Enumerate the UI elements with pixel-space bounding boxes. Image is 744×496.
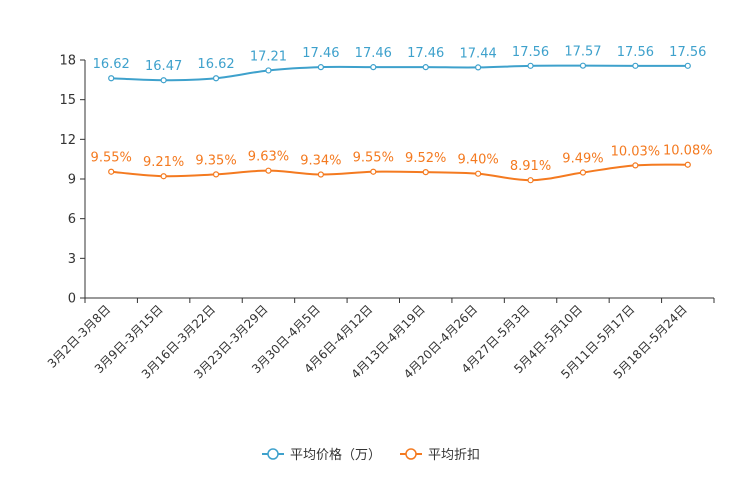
series-0-point[interactable] <box>632 62 639 69</box>
series-0-data-label: 17.56 <box>512 45 549 60</box>
series-line-1 <box>111 163 688 182</box>
series-1-data-label: 9.55% <box>353 151 394 166</box>
legend-item-1[interactable]: 平均折扣 <box>400 448 480 463</box>
series-1-data-label: 9.34% <box>300 154 341 169</box>
series-1-data-label: 9.52% <box>405 151 446 166</box>
series-1-point[interactable] <box>212 171 220 178</box>
series-1-data-label: 10.08% <box>663 144 713 159</box>
series-1-point[interactable] <box>475 170 482 177</box>
series-1-point[interactable] <box>108 168 115 175</box>
legend-marker-icon <box>405 448 417 460</box>
series-1-data-label: 10.03% <box>611 144 661 159</box>
series-0-data-label: 16.62 <box>93 57 130 72</box>
series-0-point[interactable] <box>370 64 377 71</box>
legend[interactable]: 平均价格（万） 平均折扣 <box>262 447 480 463</box>
series-0-point[interactable] <box>579 62 587 69</box>
series-1-data-label: 9.55% <box>91 151 132 166</box>
series-0-point[interactable] <box>317 64 324 71</box>
y-tick-label: 0 <box>68 292 76 307</box>
series-0-data-label: 17.46 <box>355 46 392 61</box>
legend-label: 平均折扣 <box>428 448 480 463</box>
series-0-data-label: 17.46 <box>407 46 444 61</box>
series-1-data-label: 9.35% <box>195 153 236 168</box>
series-0-data-label: 16.47 <box>145 59 182 74</box>
series-1-point[interactable] <box>422 169 429 176</box>
series-1-point[interactable] <box>632 162 639 169</box>
y-tick-label: 6 <box>68 212 76 227</box>
series-0-point[interactable] <box>422 64 429 71</box>
series-1-point[interactable] <box>370 168 377 175</box>
series-0-data-label: 17.44 <box>460 46 497 61</box>
series-1-data-label: 9.21% <box>143 155 184 170</box>
series-0-data-label: 17.56 <box>669 45 706 60</box>
series-0-data-label: 17.21 <box>250 49 287 64</box>
series-1-point[interactable] <box>527 177 534 184</box>
y-tick-label: 3 <box>68 252 76 267</box>
series-1-data-label: 8.91% <box>510 159 551 174</box>
series-0-data-label: 16.62 <box>197 57 234 72</box>
series-1-data-label: 9.40% <box>457 153 498 168</box>
series-1-point[interactable] <box>317 171 324 178</box>
series-0-point[interactable] <box>160 77 167 84</box>
series-0-point[interactable] <box>684 62 691 69</box>
series-0-point[interactable] <box>475 64 482 71</box>
legend-item-0[interactable]: 平均价格（万） <box>262 447 381 463</box>
series-1-data-label: 9.49% <box>562 152 603 167</box>
series-0-point[interactable] <box>265 67 272 74</box>
legend-marker-icon <box>267 448 279 460</box>
series-0-data-label: 17.46 <box>302 46 339 61</box>
y-tick-label: 9 <box>68 173 76 188</box>
series-0-point[interactable] <box>527 62 534 69</box>
series-1-point[interactable] <box>684 161 691 168</box>
series-line-0 <box>111 64 688 82</box>
series-0-point[interactable] <box>212 75 220 82</box>
series-1-point[interactable] <box>579 169 587 176</box>
y-tick-label: 12 <box>59 133 76 148</box>
series-0-data-label: 17.57 <box>564 45 601 60</box>
y-tick-label: 15 <box>59 93 76 108</box>
y-tick-label: 18 <box>59 54 76 69</box>
series-1-data-label: 9.63% <box>248 150 289 165</box>
legend-label: 平均价格（万） <box>290 447 381 463</box>
series-1-point[interactable] <box>160 173 167 180</box>
series-0-point[interactable] <box>108 75 115 82</box>
series-layer <box>108 62 691 184</box>
series-0-data-label: 17.56 <box>617 45 654 60</box>
series-1-point[interactable] <box>265 167 272 174</box>
data-labels: 16.62 16.47 16.62 17.21 17.46 17.46 17.46 17.44… <box>91 45 713 175</box>
axes: 03691215183月2日-3月8日3月9日-3月15日3月16日-3月22日… <box>45 54 715 382</box>
